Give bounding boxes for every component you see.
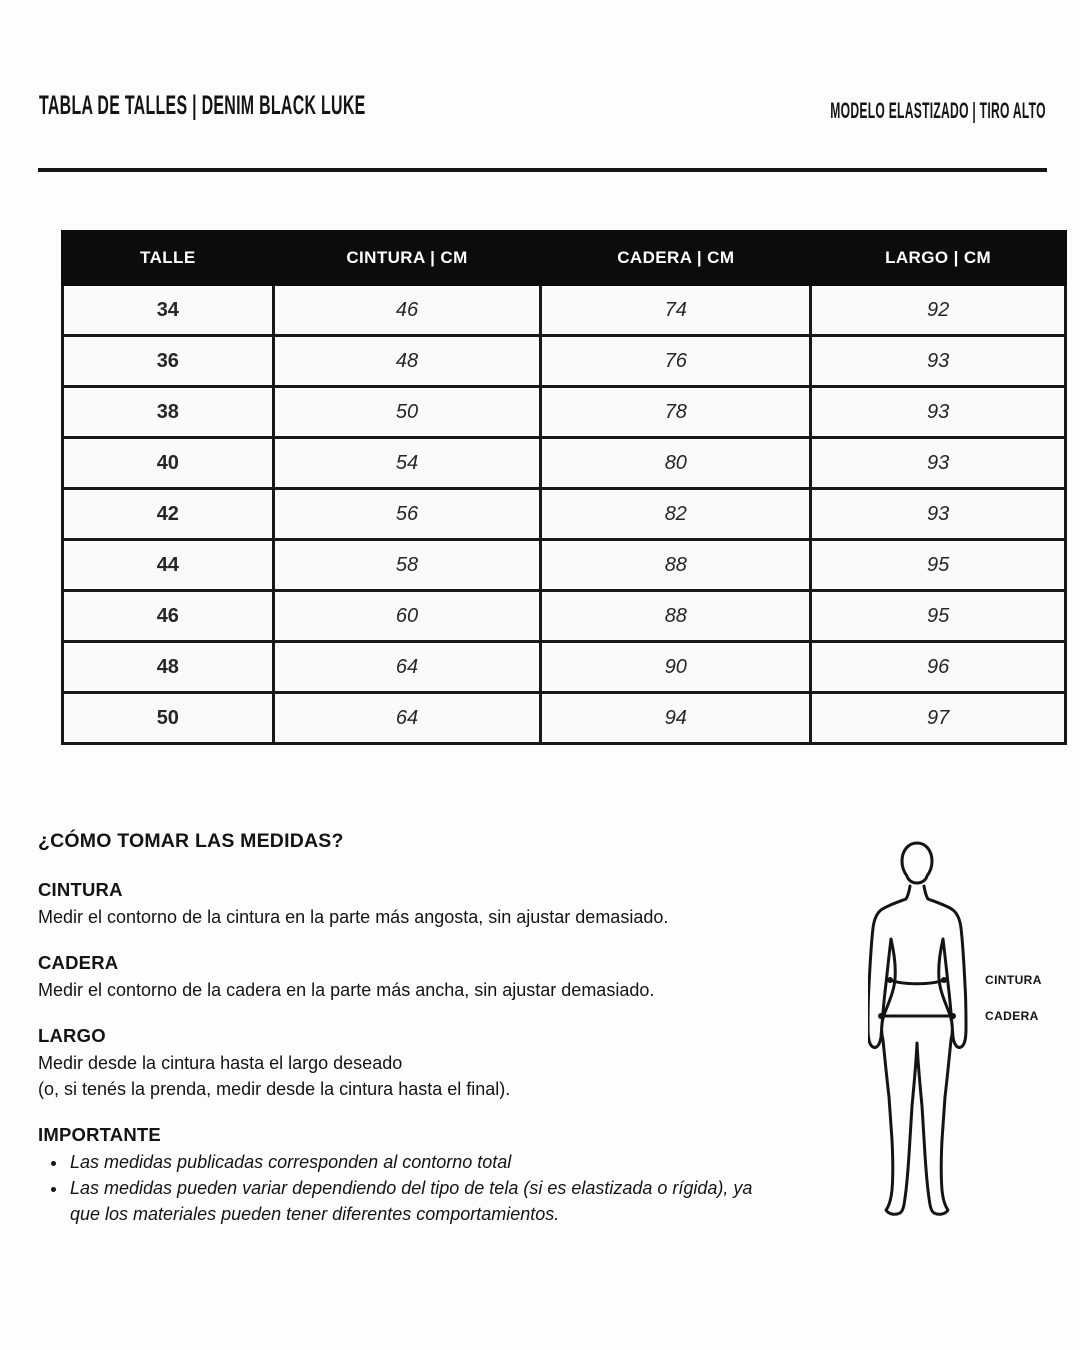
measurement-instructions: ¿CÓMO TOMAR LAS MEDIDAS? CINTURA Medir e… (38, 830, 838, 1249)
measure-cell: 93 (809, 487, 1067, 541)
table-row: 40 54 80 93 (61, 436, 1067, 490)
measure-cell: 92 (809, 283, 1067, 337)
size-table-body: 34 46 74 92 36 48 76 93 38 50 78 93 40 54 80 93 42 56 82 93… (61, 283, 1067, 745)
measure-cell: 95 (809, 538, 1067, 592)
table-row: 48 64 90 96 (61, 640, 1067, 694)
size-cell: 34 (61, 283, 275, 337)
measure-cell: 50 (271, 385, 543, 439)
section-cadera: CADERA Medir el contorno de la cadera en… (38, 952, 838, 1003)
size-cell: 36 (61, 334, 275, 388)
body-silhouette-figure (868, 841, 968, 1216)
size-cell: 48 (61, 640, 275, 694)
figure-head (900, 841, 934, 885)
measure-cell: 90 (539, 640, 813, 694)
column-header-cadera: CADERA | CM (539, 230, 813, 286)
table-row: 44 58 88 95 (61, 538, 1067, 592)
table-row: 42 56 82 93 (61, 487, 1067, 541)
size-cell: 44 (61, 538, 275, 592)
table-header-row: TALLE CINTURA | CM CADERA | CM LARGO | C… (61, 230, 1067, 286)
size-table: TALLE CINTURA | CM CADERA | CM LARGO | C… (61, 230, 1067, 745)
measure-cell: 64 (271, 640, 543, 694)
size-cell: 50 (61, 691, 275, 745)
size-cell: 42 (61, 487, 275, 541)
measure-cell: 94 (539, 691, 813, 745)
measure-cell: 60 (271, 589, 543, 643)
table-row: 46 60 88 95 (61, 589, 1067, 643)
waist-measure-line (888, 978, 946, 986)
measure-cell: 88 (539, 538, 813, 592)
measure-cell: 46 (271, 283, 543, 337)
measure-cell: 88 (539, 589, 813, 643)
figure-waist-label: CINTURA (985, 973, 1042, 987)
important-bullet: Las medidas publicadas corresponden al c… (68, 1149, 783, 1175)
column-header-largo: LARGO | CM (809, 230, 1067, 286)
table-row: 50 64 94 97 (61, 691, 1067, 745)
section-title: CADERA (38, 952, 119, 973)
section-importante: IMPORTANTE Las medidas publicadas corres… (38, 1124, 838, 1227)
section-largo: LARGO Medir desde la cintura hasta el la… (38, 1025, 838, 1102)
size-cell: 38 (61, 385, 275, 439)
figure-body-outline (868, 884, 968, 1216)
waist-line-end-dot (887, 977, 893, 983)
measure-cell: 80 (539, 436, 813, 490)
section-text: Medir el contorno de la cadera en la par… (38, 980, 655, 1000)
header-divider (38, 168, 1047, 172)
measure-cell: 93 (809, 385, 1067, 439)
measure-cell: 96 (809, 640, 1067, 694)
hip-line-end-dot (950, 1013, 956, 1019)
hip-line-end-dot (878, 1013, 884, 1019)
size-cell: 40 (61, 436, 275, 490)
measure-cell: 64 (271, 691, 543, 745)
model-subtitle: MODELO ELASTIZADO | TIRO ALTO (830, 98, 1046, 123)
section-title: CINTURA (38, 879, 123, 900)
size-cell: 46 (61, 589, 275, 643)
table-row: 38 50 78 93 (61, 385, 1067, 439)
section-text: Medir desde la cintura hasta el largo de… (38, 1053, 403, 1073)
measure-cell: 78 (539, 385, 813, 439)
column-header-cintura: CINTURA | CM (271, 230, 543, 286)
measure-cell: 82 (539, 487, 813, 541)
measure-cell: 56 (271, 487, 543, 541)
column-header-talle: TALLE (61, 230, 275, 286)
page-title: TABLA DE TALLES | DENIM BLACK LUKE (39, 90, 366, 120)
table-row: 34 46 74 92 (61, 283, 1067, 337)
measure-cell: 93 (809, 436, 1067, 490)
measure-cell: 54 (271, 436, 543, 490)
table-row: 36 48 76 93 (61, 334, 1067, 388)
section-title: LARGO (38, 1025, 106, 1046)
section-title: IMPORTANTE (38, 1124, 161, 1145)
important-bullet: Las medidas pueden variar dependiendo de… (68, 1175, 783, 1227)
measure-cell: 74 (539, 283, 813, 337)
important-list: Las medidas publicadas corresponden al c… (68, 1149, 838, 1227)
measure-cell: 58 (271, 538, 543, 592)
section-cintura: CINTURA Medir el contorno de la cintura … (38, 879, 838, 930)
measure-cell: 76 (539, 334, 813, 388)
measures-heading: ¿CÓMO TOMAR LAS MEDIDAS? (38, 830, 344, 852)
section-text: Medir el contorno de la cintura en la pa… (38, 907, 669, 927)
measure-cell: 95 (809, 589, 1067, 643)
waist-line-end-dot (941, 977, 947, 983)
measure-cell: 93 (809, 334, 1067, 388)
section-text: (o, si tenés la prenda, medir desde la c… (38, 1079, 511, 1099)
figure-hip-label: CADERA (985, 1009, 1039, 1023)
measure-cell: 48 (271, 334, 543, 388)
measure-cell: 97 (809, 691, 1067, 745)
